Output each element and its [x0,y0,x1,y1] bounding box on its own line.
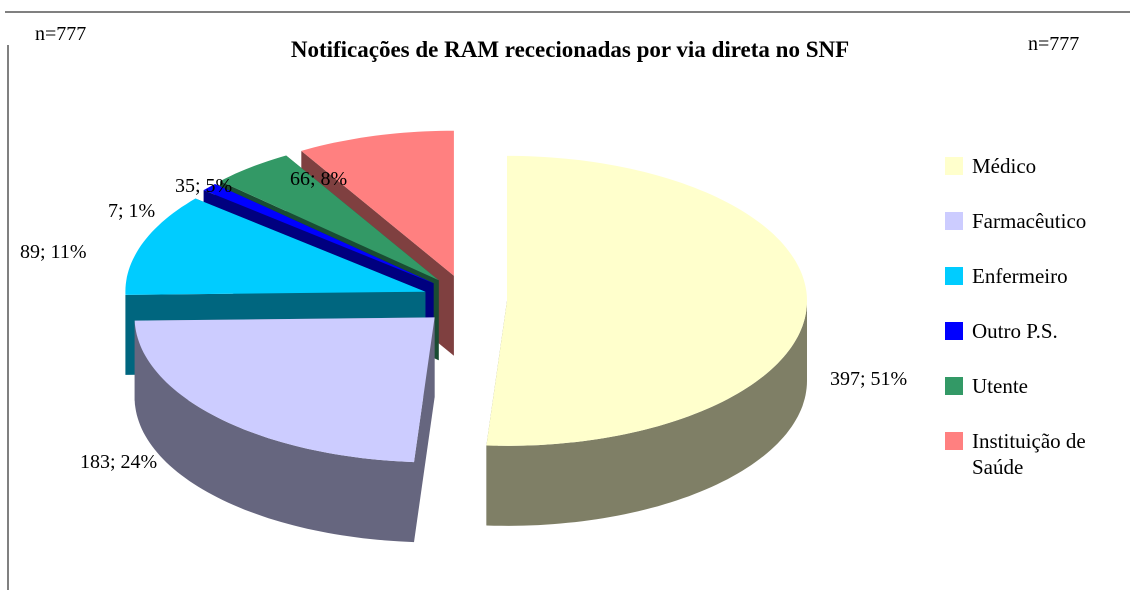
legend-swatch [945,377,963,395]
legend-label: Médico [972,154,1037,178]
legend-label: Outro P.S. [972,319,1058,343]
legend-swatch [945,212,963,230]
data-label: 66; 8% [290,168,347,190]
legend-label: Utente [972,374,1028,398]
annotation: n=777 [35,23,86,45]
legend-item: Médico [945,153,1130,179]
data-label: 35; 5% [175,175,232,197]
slice-side [134,320,414,543]
chart-title: Notificações de RAM rececionadas por via… [291,37,849,62]
legend-swatch [945,157,963,175]
slice [220,155,439,281]
legend-swatch [945,432,963,450]
legend-item: Enfermeiro [945,263,1130,289]
slice [134,317,435,463]
legend-label: Enfermeiro [972,264,1068,288]
legend-item: Farmacêutico [945,208,1130,234]
legend-item: Outro P.S. [945,318,1130,344]
annotation: n=777 [1028,33,1079,55]
data-label: 89; 11% [20,241,86,263]
legend-item: Instituição de Saúde [945,428,1130,480]
slice [486,155,807,446]
data-label: 183; 24% [80,451,157,473]
legend-swatch [945,267,963,285]
slice-side [486,300,807,526]
slice [301,130,454,276]
slice [125,198,426,295]
slice [203,184,434,284]
legend-swatch [945,322,963,340]
legend-label: Farmacêutico [972,209,1087,233]
legend-label: Instituição de Saúde [972,429,1086,479]
data-label: 7; 1% [108,200,155,222]
legend-item: Utente [945,373,1130,399]
data-label: 397; 51% [830,368,907,390]
